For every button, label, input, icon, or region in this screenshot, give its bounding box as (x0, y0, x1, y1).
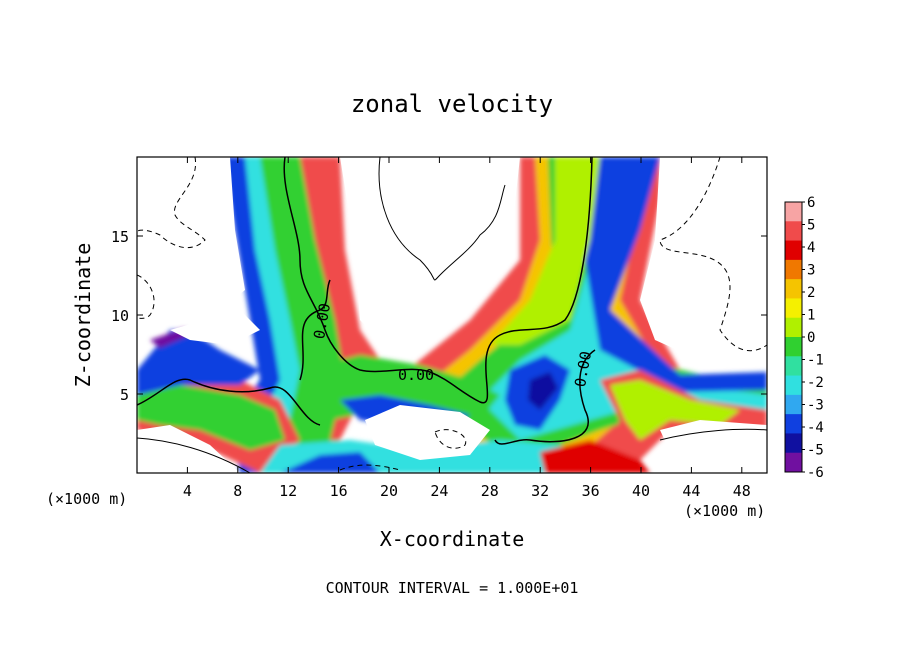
right-plume-core (490, 157, 600, 345)
y-tick-label: 15 (111, 228, 129, 246)
center-white-island (365, 405, 490, 460)
bottom-strip-blue (280, 452, 380, 473)
x-tick-label: 8 (233, 482, 242, 500)
colorbar-label: -4 (807, 420, 824, 436)
zero-contour-lower-left (137, 378, 321, 426)
contour-label-group: 0.00 0.00 0.00 (310, 302, 595, 389)
x-tick-label: 28 (481, 482, 499, 500)
colorbar-swatch (785, 317, 802, 338)
colorbar-swatch (785, 298, 802, 319)
upper-middle-white (340, 157, 520, 340)
x-axis: 4 8 12 16 20 24 28 32 36 40 44 48 (183, 157, 751, 500)
left-edge-blue (137, 330, 260, 395)
colorbar-swatch (785, 394, 802, 415)
x-tick-label: 48 (733, 482, 751, 500)
y-tick-label: 10 (111, 307, 129, 325)
colorbar-swatch (785, 414, 802, 434)
lower-right-white (660, 420, 767, 473)
contour-label-3: 0.00 (571, 350, 595, 389)
colorbar-swatch (785, 259, 802, 280)
zero-contour-center (494, 349, 596, 445)
x-tick-label: 12 (279, 482, 297, 500)
colorbar-label: -3 (807, 398, 824, 414)
x-tick-label: 36 (582, 482, 600, 500)
colorbar-swatch (785, 356, 802, 377)
y-tick-label: 5 (120, 386, 129, 404)
dashed-upper-left (137, 157, 206, 249)
lower-left-green (137, 385, 285, 450)
upper-right-white (640, 157, 767, 365)
x-unit-label-right: (×1000 m) (684, 502, 765, 520)
x-tick-label: 32 (531, 482, 549, 500)
colorbar-swatch (785, 221, 802, 242)
colorbar-swatch (785, 202, 802, 222)
colorbar-swatch (785, 279, 802, 299)
colorbar-swatch (785, 240, 802, 261)
colorbar-label: -6 (807, 465, 824, 481)
colorbar-label: 0 (807, 330, 815, 346)
colorbar-label: -2 (807, 375, 824, 391)
x-tick-label: 24 (430, 482, 448, 500)
bottom-right-red (540, 440, 650, 473)
center-navy-core (528, 372, 558, 410)
x-axis-title: X-coordinate (380, 527, 525, 551)
x-tick-label: 16 (330, 482, 348, 500)
colorbar-label: 3 (807, 263, 815, 279)
x-tick-label: 20 (380, 482, 398, 500)
solid-upper-middle (378, 157, 506, 281)
contour-interval-footer: CONTOUR INTERVAL = 1.000E+01 (326, 579, 579, 597)
colorbar-label: -5 (807, 443, 824, 459)
dashed-left-edge (137, 274, 155, 319)
colorbar: 6 5 4 3 2 1 0 -1 -2 -3 -4 -5 -6 (784, 195, 824, 481)
colorbar-swatch (785, 337, 802, 357)
colorbar-label: 5 (807, 218, 815, 234)
dashed-center-island (434, 429, 467, 449)
mid-left-white (170, 310, 260, 345)
contour-label-2: 0.00 (398, 366, 434, 384)
velocity-field (137, 157, 767, 473)
solid-bottom-left (137, 437, 251, 473)
chart-title: zonal velocity (351, 90, 553, 118)
colorbar-label: 6 (807, 195, 815, 211)
x-unit-label-left: (×1000 m) (46, 490, 127, 508)
x-tick-label: 40 (632, 482, 650, 500)
colorbar-label: 4 (807, 240, 815, 256)
right-plume-blue (585, 157, 767, 392)
colorbar-swatch (785, 375, 802, 396)
x-tick-label: 44 (682, 482, 700, 500)
right-lower-green (610, 380, 740, 440)
y-axis-title: Z-coordinate (71, 243, 95, 388)
colorbar-label: -1 (807, 353, 824, 369)
upper-left-white (137, 157, 245, 310)
zero-contour-left (283, 157, 593, 404)
contour-lines (137, 157, 767, 473)
contour-label-1: 0.00 (310, 302, 334, 341)
dashed-bottom-center (339, 464, 401, 471)
colorbar-label: 1 (807, 308, 815, 324)
lower-left-white (137, 425, 240, 473)
x-tick-label: 4 (183, 482, 192, 500)
colorbar-label: 2 (807, 285, 815, 301)
zero-contour-mid (299, 279, 331, 381)
colorbar-swatch (785, 452, 802, 473)
solid-bottom-right (659, 428, 767, 441)
colorbar-swatch (785, 433, 802, 454)
y-axis: 5 10 15 (111, 228, 767, 404)
dashed-upper-right (659, 157, 767, 352)
